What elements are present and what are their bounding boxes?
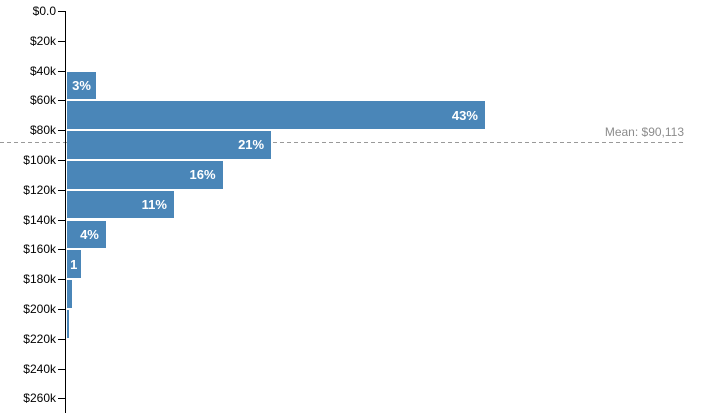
bar-value-label: 21%	[238, 137, 265, 153]
y-axis-tick-label: $240k	[23, 362, 56, 376]
y-axis-tick	[58, 220, 66, 221]
y-axis-tick-label: $20k	[29, 34, 56, 48]
histogram-bar: 3%	[67, 71, 97, 100]
histogram-bar: 1	[67, 250, 81, 278]
histogram-bar	[67, 280, 72, 308]
bar-value-label: 16%	[189, 167, 216, 183]
mean-line	[0, 142, 684, 143]
histogram-bar: 21%	[67, 131, 272, 159]
y-axis-tick-label: $220k	[23, 332, 56, 346]
bar-value-label: 43%	[451, 107, 478, 123]
y-axis-tick	[58, 100, 66, 101]
y-axis-tick-label: $40k	[29, 64, 56, 78]
bar-value-label: 1	[70, 256, 78, 272]
y-axis-tick	[58, 249, 66, 250]
y-axis-tick	[58, 160, 66, 161]
y-axis-tick	[58, 369, 66, 370]
y-axis-tick	[58, 309, 66, 310]
y-axis-tick	[58, 339, 66, 340]
y-axis-tick	[58, 130, 66, 131]
y-axis-tick	[58, 398, 66, 399]
y-axis-line	[65, 11, 66, 413]
histogram-bar: 16%	[67, 161, 223, 189]
histogram-bar: 11%	[67, 190, 174, 219]
y-axis-tick-label: $120k	[23, 183, 56, 197]
mean-label: Mean: $90,113	[604, 125, 684, 139]
y-axis-tick	[58, 11, 66, 12]
y-axis-tick	[58, 41, 66, 42]
y-axis-tick-label: $160k	[23, 242, 56, 256]
y-axis-tick-label: $0.0	[32, 4, 56, 18]
y-axis-tick	[58, 279, 66, 280]
y-axis-tick-label: $80k	[29, 123, 56, 137]
bar-value-label: 4%	[80, 226, 99, 242]
y-axis-tick-label: $100k	[23, 153, 56, 167]
y-axis-tick-label: $180k	[23, 272, 56, 286]
y-axis-tick-label: $140k	[23, 213, 56, 227]
bar-value-label: 3%	[72, 77, 91, 93]
histogram-bar: 4%	[67, 220, 106, 249]
histogram-bar	[67, 310, 69, 338]
y-axis-tick-label: $60k	[29, 93, 56, 107]
y-axis-tick	[58, 190, 66, 191]
histogram-bar: 43%	[67, 101, 485, 129]
bar-value-label: 11%	[141, 197, 167, 213]
y-axis-tick	[58, 71, 66, 72]
y-axis-tick-label: $200k	[23, 302, 56, 316]
y-axis-tick-label: $260k	[23, 391, 56, 405]
